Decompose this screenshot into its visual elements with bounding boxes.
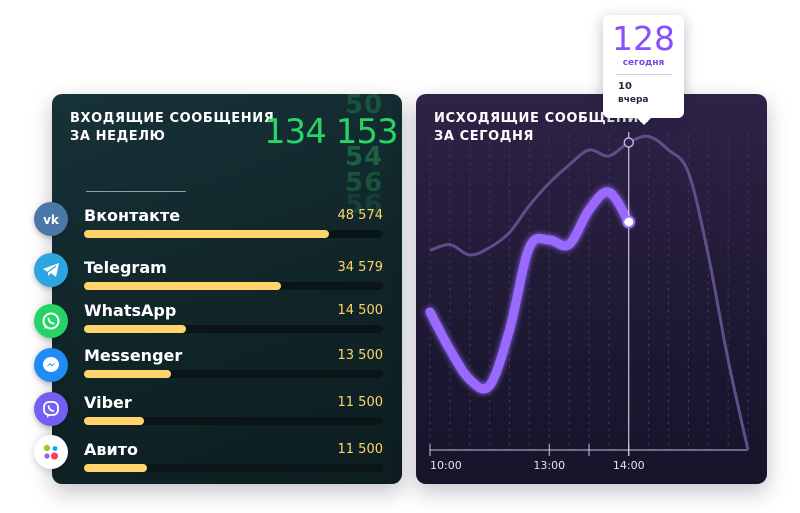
- channel-bar-track: [84, 370, 383, 378]
- channel-row: Telegram 34 579: [52, 258, 402, 298]
- channel-bar-fill: [84, 370, 171, 378]
- channel-value: 34 579: [337, 260, 384, 275]
- tooltip-today-value: 128: [612, 19, 675, 58]
- channel-value: 13 500: [337, 348, 384, 363]
- ghost-digit: 50: [345, 94, 384, 120]
- channel-value: 14 500: [337, 303, 384, 318]
- channel-bar-track: [84, 417, 383, 425]
- channel-value: 11 500: [337, 442, 384, 457]
- channel-name: WhatsApp: [84, 301, 177, 320]
- highlight-point-today: [622, 215, 636, 229]
- highlight-point-yesterday: [623, 137, 634, 148]
- tooltip-today-label: сегодня: [622, 58, 665, 68]
- viber-icon: [34, 392, 68, 426]
- channel-value: 11 500: [337, 395, 384, 410]
- svg-text:vk: vk: [43, 213, 60, 225]
- ghost-digit: 54: [345, 142, 384, 172]
- ghost-digit: 56: [345, 168, 384, 198]
- channel-bar-fill: [84, 230, 330, 238]
- tooltip-yesterday-label: вчера: [618, 95, 649, 105]
- outgoing-title-line2: ЗА СЕГОДНЯ: [434, 129, 535, 144]
- incoming-total: 134 153: [264, 112, 399, 152]
- incoming-title-line1: ВХОДЯЩИЕ СООБЩЕНИЯ: [70, 111, 275, 126]
- ghost-digit: 56: [345, 190, 384, 220]
- x-tick-label: 13:00: [533, 459, 565, 472]
- outgoing-title-line1: ИСХОДЯЩИЕ СООБЩЕНИЯ: [434, 111, 650, 126]
- channel-bar-track: [84, 464, 383, 472]
- telegram-icon: [34, 253, 68, 287]
- channel-bar-fill: [84, 417, 144, 425]
- tooltip-divider: [616, 74, 672, 75]
- incoming-title-line2: ЗА НЕДЕЛЮ: [70, 129, 166, 144]
- x-tick-label: 14:00: [613, 459, 645, 472]
- chart-tooltip: 128 сегодня 10 вчера: [603, 15, 684, 125]
- channel-bar-fill: [84, 464, 147, 472]
- channel-bar-track: [84, 282, 383, 290]
- channel-row: WhatsApp 14 500: [52, 301, 402, 341]
- channel-bar-fill: [84, 325, 186, 333]
- channel-row: Messenger 13 500: [52, 346, 402, 386]
- outgoing-chart: 10:00 13:00 14:00: [425, 132, 750, 472]
- channel-row: Вконтакте 48 574: [52, 206, 402, 246]
- channel-value: 48 574: [337, 208, 384, 223]
- channel-name: Вконтакте: [84, 206, 181, 225]
- channel-bar-fill: [84, 282, 282, 290]
- vk-icon: vk: [34, 202, 68, 236]
- channel-row: Авито 11 500: [52, 440, 402, 480]
- whatsapp-icon: [34, 304, 68, 338]
- channel-name: Messenger: [84, 346, 183, 365]
- incoming-messages-card: ВХОДЯЩИЕ СООБЩЕНИЯ ЗА НЕДЕЛЮ 49505254565…: [52, 94, 402, 484]
- channel-name: Telegram: [84, 258, 167, 277]
- x-tick-label: 10:00: [430, 459, 462, 472]
- channel-name: Viber: [84, 393, 132, 412]
- channel-name: Авито: [84, 440, 138, 459]
- outgoing-messages-card: 10:00 13:00 14:00 ИСХОДЯЩИЕ СООБЩЕНИЯ ЗА С…: [416, 94, 767, 484]
- tooltip-yesterday-value: 10: [618, 81, 632, 92]
- channel-bar-track: [84, 325, 383, 333]
- channel-bar-track: [84, 230, 383, 238]
- avito-icon: [34, 435, 68, 469]
- messenger-icon: [34, 348, 68, 382]
- outgoing-title: ИСХОДЯЩИЕ СООБЩЕНИЯ ЗА СЕГОДНЯ: [434, 110, 649, 146]
- series-yesterday-line: [429, 134, 750, 451]
- series-today-line: [425, 187, 634, 394]
- divider: [86, 191, 186, 192]
- channel-row: Viber 11 500: [52, 393, 402, 433]
- incoming-title: ВХОДЯЩИЕ СООБЩЕНИЯ ЗА НЕДЕЛЮ: [70, 110, 274, 146]
